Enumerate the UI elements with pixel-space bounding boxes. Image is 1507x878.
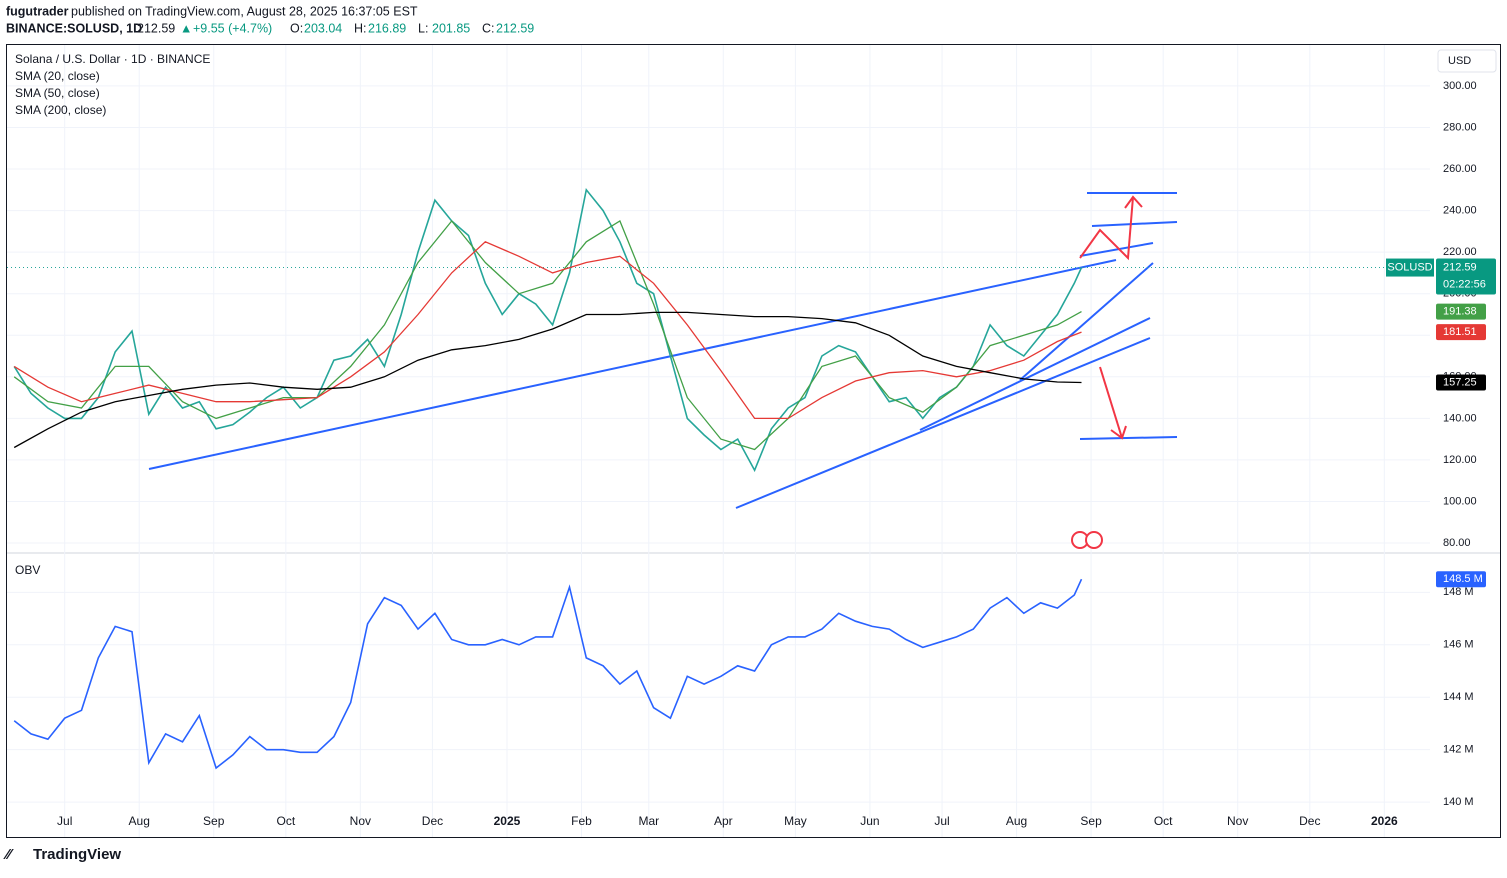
y-tick-label: 300.00 <box>1443 80 1477 92</box>
ohlc-value: 203.04 <box>304 21 342 35</box>
chart-title: Solana / U.S. Dollar · 1D · BINANCE <box>15 52 210 66</box>
change-arrow: ▲ <box>180 21 192 35</box>
ohlc-label: H: <box>354 21 367 35</box>
y-tick-label: 140.00 <box>1443 412 1477 424</box>
y-tick-label: 148 M <box>1443 586 1474 598</box>
y-tick-label: 240.00 <box>1443 204 1477 216</box>
x-tick-label: Feb <box>571 814 592 828</box>
ohlc-label: O: <box>290 21 303 35</box>
x-tick-label: Jul <box>57 814 72 828</box>
legend-entry: SMA (50, close) <box>15 86 100 100</box>
ohlc-value: 201.85 <box>432 21 470 35</box>
x-tick-label: Oct <box>276 814 295 828</box>
ohlc-value: 216.89 <box>368 21 406 35</box>
y-tick-label: 140 M <box>1443 796 1474 808</box>
y-tick-label: 280.00 <box>1443 121 1477 133</box>
y-tick-label: 144 M <box>1443 691 1474 703</box>
trend-lines <box>148 192 1178 509</box>
currency-box[interactable] <box>1437 49 1497 73</box>
series-line <box>13 578 1083 770</box>
y-tick-label: 142 M <box>1443 744 1474 756</box>
x-tick-label: Nov <box>1227 814 1248 828</box>
x-tick-label: Jul <box>934 814 949 828</box>
legend-entry: SMA (200, close) <box>15 103 106 117</box>
x-tick-label: Jun <box>860 814 879 828</box>
value-tag-label: 148.5 M <box>1443 573 1483 585</box>
value-tag <box>1436 571 1486 588</box>
y-tick-label: 80.00 <box>1443 537 1471 549</box>
ohlc-label: L: <box>418 21 428 35</box>
x-tick-label: Sep <box>203 814 225 828</box>
value-tag <box>1436 303 1486 320</box>
ohlc-value: 212.59 <box>496 21 534 35</box>
countdown: 02:22:56 <box>1443 278 1486 290</box>
price-tag-label: 212.59 <box>1443 261 1477 273</box>
symbol-tag-label: SOLUSD <box>1387 261 1432 273</box>
symbol: BINANCE:SOLUSD, 1D <box>6 21 142 35</box>
series-line <box>13 311 1082 449</box>
footer-brand: TradingView <box>33 846 121 863</box>
y-tick-label: 146 M <box>1443 639 1474 651</box>
change: +9.55 (+4.7%) <box>193 21 272 35</box>
x-tick-label: Oct <box>1154 814 1173 828</box>
published: published on TradingView.com, August 28,… <box>71 4 418 18</box>
y-tick-label: 100.00 <box>1443 495 1477 507</box>
y-tick-label: 260.00 <box>1443 163 1477 175</box>
author: fugutrader <box>6 4 69 18</box>
x-tick-label: Aug <box>1006 814 1027 828</box>
x-tick-label: 2026 <box>1371 814 1398 828</box>
arrows <box>1079 195 1143 440</box>
x-tick-label: Aug <box>129 814 150 828</box>
value-tag-label: 157.25 <box>1443 376 1477 388</box>
x-tick-label: Dec <box>1299 814 1320 828</box>
obv-title: OBV <box>15 563 40 577</box>
last-price: 212.59 <box>137 21 175 35</box>
value-tag-label: 191.38 <box>1443 306 1477 318</box>
footer-logo: ⁄⁄ <box>3 846 15 863</box>
symbol-tag <box>1386 258 1434 277</box>
y-tick-label: 220.00 <box>1443 246 1477 258</box>
x-tick-label: Dec <box>422 814 443 828</box>
series-line <box>13 187 1083 473</box>
value-tag <box>1436 374 1486 391</box>
event-icons[interactable] <box>1071 531 1103 549</box>
ohlc-label: C: <box>482 21 495 35</box>
x-tick-label: May <box>784 814 807 828</box>
value-tag <box>1436 324 1486 341</box>
currency: USD <box>1448 55 1471 67</box>
x-tick-label: 2025 <box>494 814 521 828</box>
x-tick-label: Sep <box>1080 814 1102 828</box>
x-tick-label: Apr <box>714 814 733 828</box>
y-tick-label: 120.00 <box>1443 454 1477 466</box>
price-tag <box>1436 258 1496 295</box>
legend-entry: SMA (20, close) <box>15 69 100 83</box>
grid <box>7 45 1430 837</box>
x-tick-label: Mar <box>638 814 659 828</box>
series-line <box>13 241 1082 420</box>
frame <box>6 44 1501 838</box>
series-line <box>13 219 1082 451</box>
x-tick-label: Nov <box>350 814 371 828</box>
value-tag-label: 181.51 <box>1443 326 1477 338</box>
